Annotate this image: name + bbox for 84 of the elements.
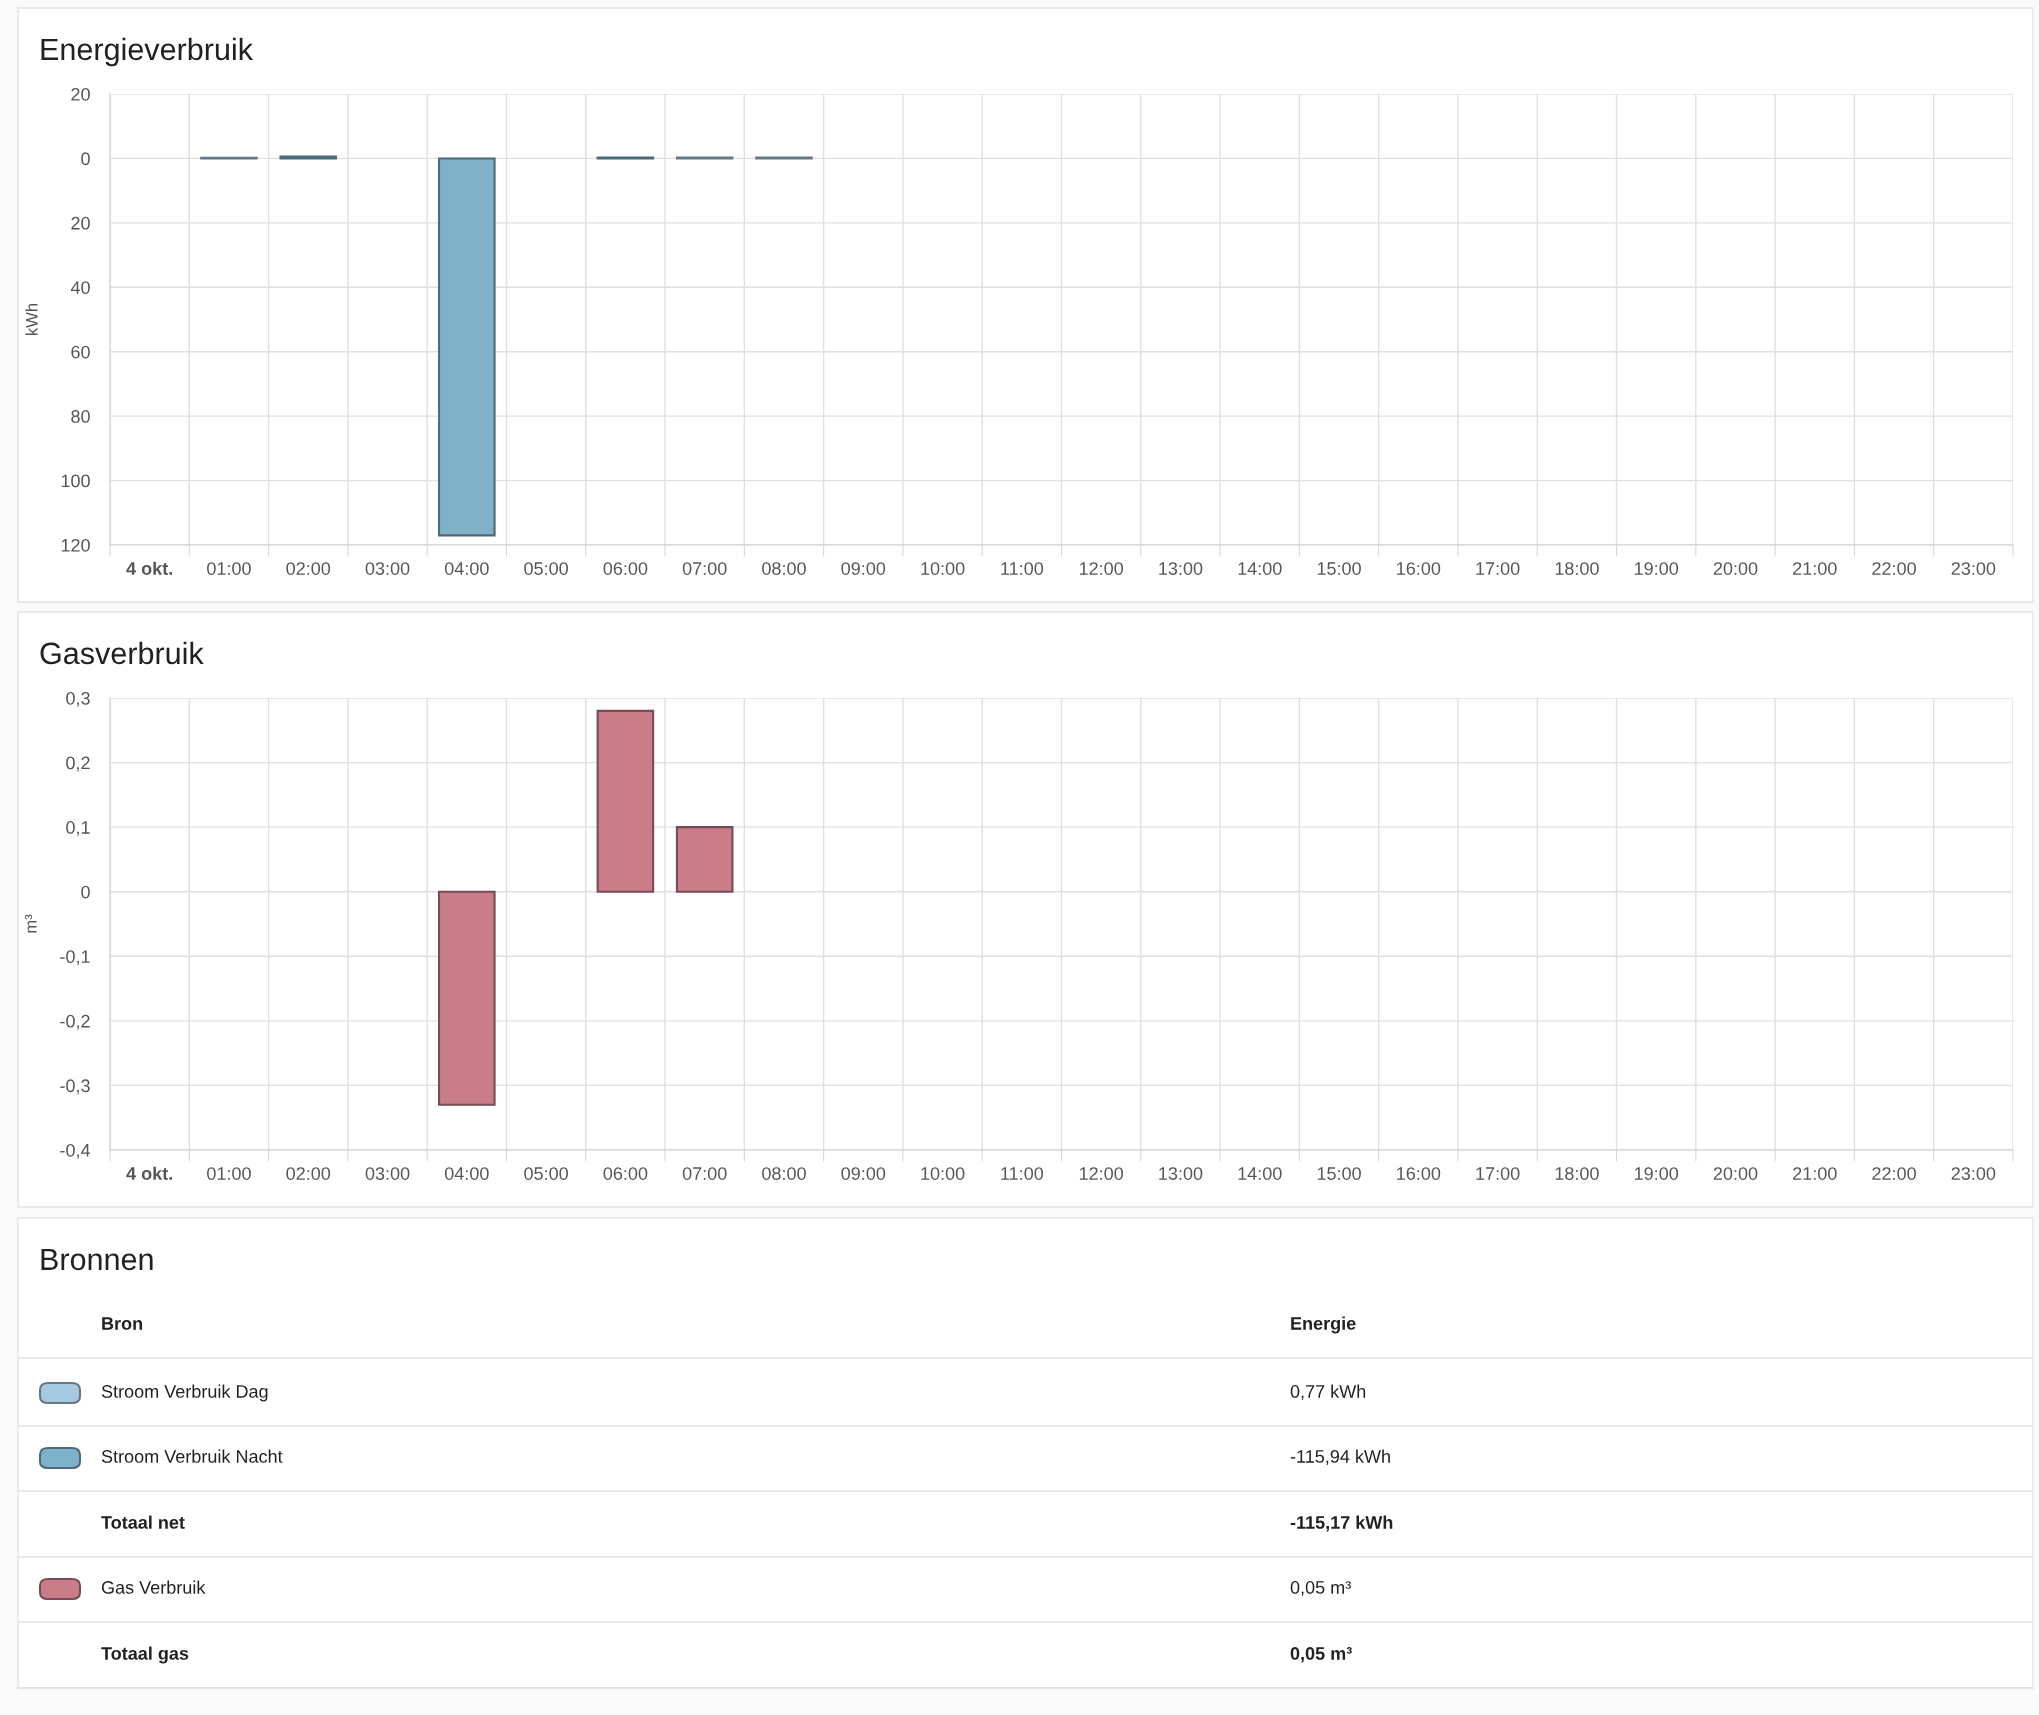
x-tick-label: 07:00 [682, 562, 727, 575]
x-tick-label: 22:00 [1872, 562, 1916, 575]
text: 0,77 kWh [1290, 1384, 1366, 1400]
x-tick-label: 03:00 [365, 562, 410, 575]
text: Stroom Verbruik Dag [101, 1384, 268, 1402]
chart-title: Energieverbruik [41, 37, 254, 67]
x-tick-label: 11:00 [1001, 562, 1044, 575]
x-tick-label: 03:00 [365, 1167, 410, 1180]
y-tick-label: -0,4 [60, 1143, 91, 1159]
x-tick-label: 12:00 [1079, 1167, 1124, 1180]
x-tick-label: 4 okt. [126, 561, 172, 575]
x-tick-label: 19:00 [1634, 1167, 1679, 1180]
x-tick-label: 02:00 [286, 1167, 331, 1180]
y-tick-label: 0,1 [66, 821, 90, 836]
y-tick-label: -0,3 [60, 1079, 90, 1095]
x-tick-label: 09:00 [841, 1167, 886, 1180]
x-tick-label: 13:00 [1159, 562, 1203, 575]
x-tick-label: 21:00 [1793, 562, 1837, 575]
bar [438, 890, 496, 1106]
text: Totaal gas [101, 1646, 189, 1664]
bar [596, 709, 655, 893]
text: Stroom Verbruik Nacht [101, 1449, 283, 1463]
x-tick-label: 05:00 [524, 1167, 568, 1180]
x-tick-label: 20:00 [1713, 1167, 1758, 1180]
x-tick-label: 23:00 [1951, 562, 1996, 575]
x-tick-label: 20:00 [1713, 562, 1758, 575]
x-tick-label: 04:00 [444, 562, 489, 575]
x-tick-label: 02:00 [286, 562, 331, 575]
y-tick-label: 0 [81, 885, 90, 899]
x-tick-label: 23:00 [1951, 1167, 1996, 1180]
x-tick-label: 17:00 [1476, 562, 1520, 575]
y-axis-title: kWh [25, 303, 38, 336]
y-tick-label: 20 [71, 216, 90, 230]
x-tick-label: 16:00 [1397, 1167, 1441, 1180]
x-tick-label: 15:00 [1317, 1167, 1361, 1180]
text: -115,94 kWh [1290, 1449, 1390, 1465]
y-tick-label: 60 [71, 345, 90, 359]
x-tick-label: 17:00 [1476, 1167, 1520, 1180]
x-tick-label: 11:00 [1001, 1167, 1044, 1180]
x-tick-label: 15:00 [1317, 562, 1361, 575]
x-tick-label: 18:00 [1555, 562, 1599, 575]
y-tick-label: 120 [61, 538, 90, 552]
y-tick-label: 0 [81, 152, 90, 166]
x-tick-label: 07:00 [682, 1167, 727, 1180]
x-tick-label: 14:00 [1238, 1167, 1282, 1180]
x-tick-label: 09:00 [841, 562, 886, 575]
x-tick-label: 22:00 [1872, 1167, 1916, 1180]
x-tick-label: 08:00 [762, 562, 806, 575]
y-tick-label: 0,3 [66, 691, 90, 707]
x-tick-label: 06:00 [603, 562, 648, 575]
x-tick-label: 12:00 [1079, 562, 1124, 575]
text: 0,05 m³ [1290, 1581, 1351, 1596]
text: Energie [1291, 1316, 1356, 1334]
y-tick-label: 20 [71, 87, 90, 101]
x-tick-label: 01:00 [207, 1167, 251, 1180]
text: Gas Verbruik [101, 1580, 206, 1594]
text: Bronnen [41, 1248, 153, 1271]
x-tick-label: 14:00 [1238, 562, 1282, 575]
x-tick-label: 10:00 [921, 1167, 965, 1180]
y-tick-label: -0,2 [60, 1014, 90, 1030]
x-tick-label: 13:00 [1159, 1167, 1203, 1180]
x-tick-label: 06:00 [603, 1167, 648, 1180]
bar [675, 826, 734, 893]
y-axis-title: m³ [24, 914, 37, 933]
y-tick-label: 0,2 [66, 756, 90, 772]
x-tick-label: 04:00 [444, 1167, 489, 1180]
x-tick-label: 4 okt. [126, 1166, 172, 1180]
text: Bron [102, 1317, 143, 1330]
x-tick-label: 08:00 [762, 1167, 806, 1180]
text: -115,17 kWh [1290, 1515, 1393, 1532]
text: Totaal net [101, 1515, 185, 1529]
x-tick-label: 05:00 [524, 562, 568, 575]
y-tick-label: 40 [70, 281, 90, 295]
y-tick-label: 80 [71, 410, 90, 423]
y-tick-label: -0,1 [60, 950, 90, 966]
x-tick-label: 16:00 [1397, 562, 1441, 575]
y-tick-label: 100 [61, 474, 90, 488]
x-tick-label: 21:00 [1793, 1167, 1837, 1180]
x-tick-label: 18:00 [1555, 1167, 1599, 1180]
text: 0,05 m³ [1290, 1647, 1352, 1663]
x-tick-label: 10:00 [921, 562, 965, 575]
x-tick-label: 19:00 [1634, 562, 1679, 575]
chart-title: Gasverbruik [40, 641, 204, 665]
x-tick-label: 01:00 [207, 562, 251, 575]
